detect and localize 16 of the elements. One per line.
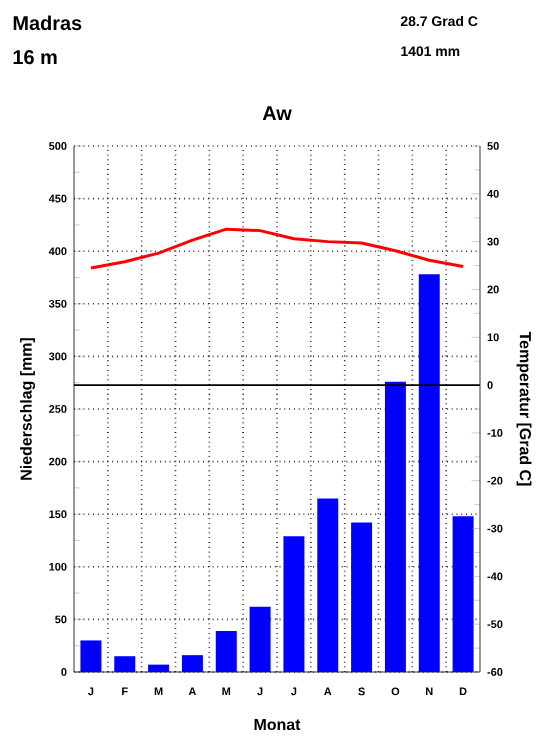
chart-title: Madras: [13, 15, 82, 31]
bar: [351, 522, 373, 672]
bar: [215, 630, 237, 672]
bar: [181, 655, 203, 672]
bar: [283, 536, 305, 672]
bar: [452, 516, 474, 672]
bar: [317, 498, 339, 672]
bar: [384, 381, 406, 672]
bar: [148, 664, 170, 672]
bar: [418, 274, 440, 672]
bar: [114, 656, 136, 672]
chart-subtitle: 16 m: [13, 50, 57, 65]
bar: [249, 606, 271, 672]
line-series: [89, 227, 465, 270]
text: Aw: [262, 106, 292, 120]
bar: [80, 640, 102, 672]
